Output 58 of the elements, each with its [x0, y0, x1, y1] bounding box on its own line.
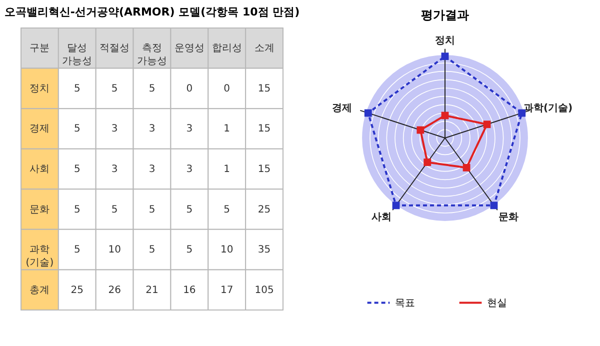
x-tick-label: 운영성	[174, 43, 204, 54]
y-axis-title: 구분	[30, 43, 50, 54]
data-label: 17	[220, 284, 234, 296]
data-label: 5	[224, 204, 230, 216]
data-label: 5	[74, 204, 80, 216]
data-label: 3	[111, 164, 118, 175]
data-label: 5	[74, 244, 80, 256]
data-label: 10	[220, 244, 234, 256]
spoke-label: 문화	[498, 212, 519, 223]
x-tick-label: 합리성	[212, 43, 242, 54]
chart-title: 평가결과	[421, 8, 469, 22]
x-tick-label: 달성 가능성	[62, 43, 92, 68]
spoke-label: 경제	[332, 102, 352, 114]
spoke-label: 정치	[435, 36, 455, 46]
y-tick-label: 총계	[30, 284, 50, 296]
data-label: 25	[70, 284, 84, 296]
data-label: 3	[148, 124, 156, 135]
data-label: 5	[148, 83, 156, 94]
data-label: 35	[258, 244, 271, 256]
data-label: 3	[148, 164, 156, 175]
x-tick-label: 소계	[254, 43, 274, 54]
data-label: 25	[258, 204, 271, 216]
x-tick-label: 적절성	[100, 43, 130, 54]
legend-label: 목표	[395, 298, 415, 309]
chart-title: 오곡밸리혁신-선거공약(ARMOR) 모델(각항목 10점 만점)	[4, 6, 300, 18]
data-label: 3	[111, 124, 118, 135]
data-label: 1	[224, 164, 230, 175]
y-tick-label: 문화	[30, 204, 50, 216]
data-label: 5	[111, 83, 118, 94]
data-label: 15	[258, 83, 271, 94]
data-label: 15	[258, 164, 271, 175]
data-label: 5	[74, 164, 80, 175]
data-label: 5	[74, 83, 80, 94]
data-label: 26	[108, 284, 121, 296]
data-label: 5	[186, 204, 193, 216]
data-label: 5	[74, 124, 80, 135]
y-tick-label: 경제	[30, 124, 50, 135]
data-label: 21	[146, 284, 158, 296]
data-label: 16	[183, 284, 196, 296]
data-label: 5	[186, 244, 193, 256]
data-label: 10	[108, 244, 121, 256]
data-label: 3	[186, 124, 193, 135]
y-tick-label: 사회	[30, 164, 50, 175]
data-label: 105	[254, 284, 274, 296]
data-label: 1	[224, 124, 230, 135]
data-label: 15	[258, 124, 271, 135]
spoke-label: 과학(기술)	[523, 102, 573, 114]
data-label: 5	[148, 204, 156, 216]
legend-label: 현실	[487, 298, 507, 309]
spoke-label: 사회	[371, 212, 392, 223]
data-label: 3	[186, 164, 193, 175]
data-label: 5	[111, 204, 118, 216]
data-label: 0	[186, 83, 193, 94]
x-tick-label: 측정 가능성	[137, 43, 167, 68]
data-label: 0	[224, 83, 230, 94]
y-tick-label: 정치	[30, 83, 50, 94]
data-label: 5	[148, 244, 156, 256]
y-tick-label: 과학(기술)	[26, 244, 54, 269]
